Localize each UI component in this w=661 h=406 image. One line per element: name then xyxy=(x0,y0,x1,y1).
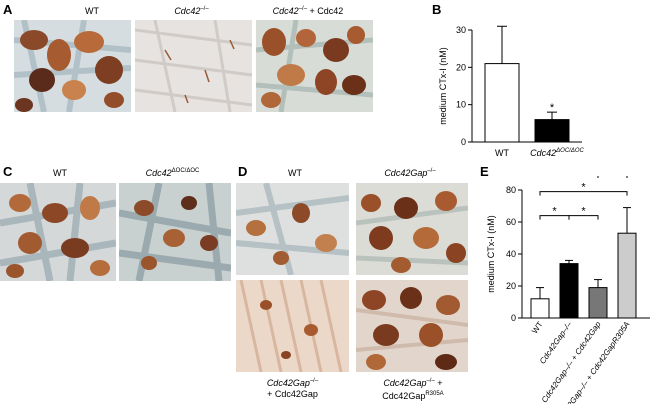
significance-star: * xyxy=(552,206,557,218)
significance-star: * xyxy=(581,206,586,218)
micrograph-d-cdc42gap-ko xyxy=(356,183,468,275)
y-tick-label: 30 xyxy=(456,25,466,35)
x-tick-label: Cdc42Gap–/– + Cdc42Gap xyxy=(540,320,603,404)
significance-bracket xyxy=(568,215,599,220)
bar xyxy=(534,119,570,143)
y-tick-label: 60 xyxy=(506,217,516,227)
micrograph-a-cdc42-rescue xyxy=(256,20,373,112)
y-tick-label: 0 xyxy=(461,137,466,147)
panel-letter-a: A xyxy=(3,2,13,17)
panel-d-caption-top-2: Cdc42Gap–/– xyxy=(384,168,436,178)
y-tick-label: 40 xyxy=(506,249,516,259)
y-axis-label: medium CTx-I (nM) xyxy=(438,47,448,125)
panel-c-caption-1: WT xyxy=(53,168,67,178)
micrograph-d-cdc42gap-r305a xyxy=(356,280,468,372)
micrograph-a-cdc42-ko xyxy=(135,20,252,112)
micrograph-a-wt xyxy=(14,20,131,112)
y-tick-label: 80 xyxy=(506,185,516,195)
micrograph-d-cdc42gap-rescue xyxy=(236,280,349,372)
micrograph-c-wt xyxy=(0,183,116,281)
y-tick-label: 10 xyxy=(456,100,466,110)
micrograph-d-wt xyxy=(236,183,349,275)
y-tick-label: 0 xyxy=(511,313,516,323)
panel-d-caption-bottom-2: Cdc42Gap–/– + Cdc42GapR305A xyxy=(382,378,444,401)
significance-bracket xyxy=(597,176,628,178)
significance-bracket xyxy=(539,191,628,196)
bar xyxy=(617,232,637,319)
y-axis-label: medium CTx-I (nM) xyxy=(486,215,496,293)
x-tick-label: WT xyxy=(530,320,545,335)
panel-d-caption-top-1: WT xyxy=(288,168,302,178)
x-tick-label: Cdc42ΔOC/ΔOC xyxy=(530,148,584,158)
bar xyxy=(588,287,608,319)
panel-letter-b: B xyxy=(432,2,442,17)
y-tick-label: 20 xyxy=(506,281,516,291)
chart-b: 0 10 20 30 medium CTx-I (nM) * WT Cdc42ΔOC/ΔOC xyxy=(438,25,585,158)
panel-d-caption-bottom-1: Cdc42Gap–/– + Cdc42Gap xyxy=(266,378,319,399)
panel-a-caption-2: Cdc42–/– xyxy=(174,6,209,16)
micrograph-c-cdc42-doc xyxy=(119,183,231,281)
panel-letter-d: D xyxy=(238,164,248,179)
panel-a-caption-1: WT xyxy=(85,6,99,16)
panel-a-caption-3: Cdc42–/– + Cdc42 xyxy=(272,6,344,16)
bar xyxy=(559,263,579,319)
significance-star: * xyxy=(550,102,555,114)
bar xyxy=(530,298,550,319)
panel-c-caption-2: Cdc42ΔOC/ΔOC xyxy=(145,168,200,178)
y-tick-label: 20 xyxy=(456,62,466,72)
panel-letter-e: E xyxy=(480,164,489,179)
bar xyxy=(484,63,520,143)
significance-star: * xyxy=(581,182,586,194)
x-tick-label: WT xyxy=(495,148,509,158)
panel-letter-c: C xyxy=(3,164,13,179)
